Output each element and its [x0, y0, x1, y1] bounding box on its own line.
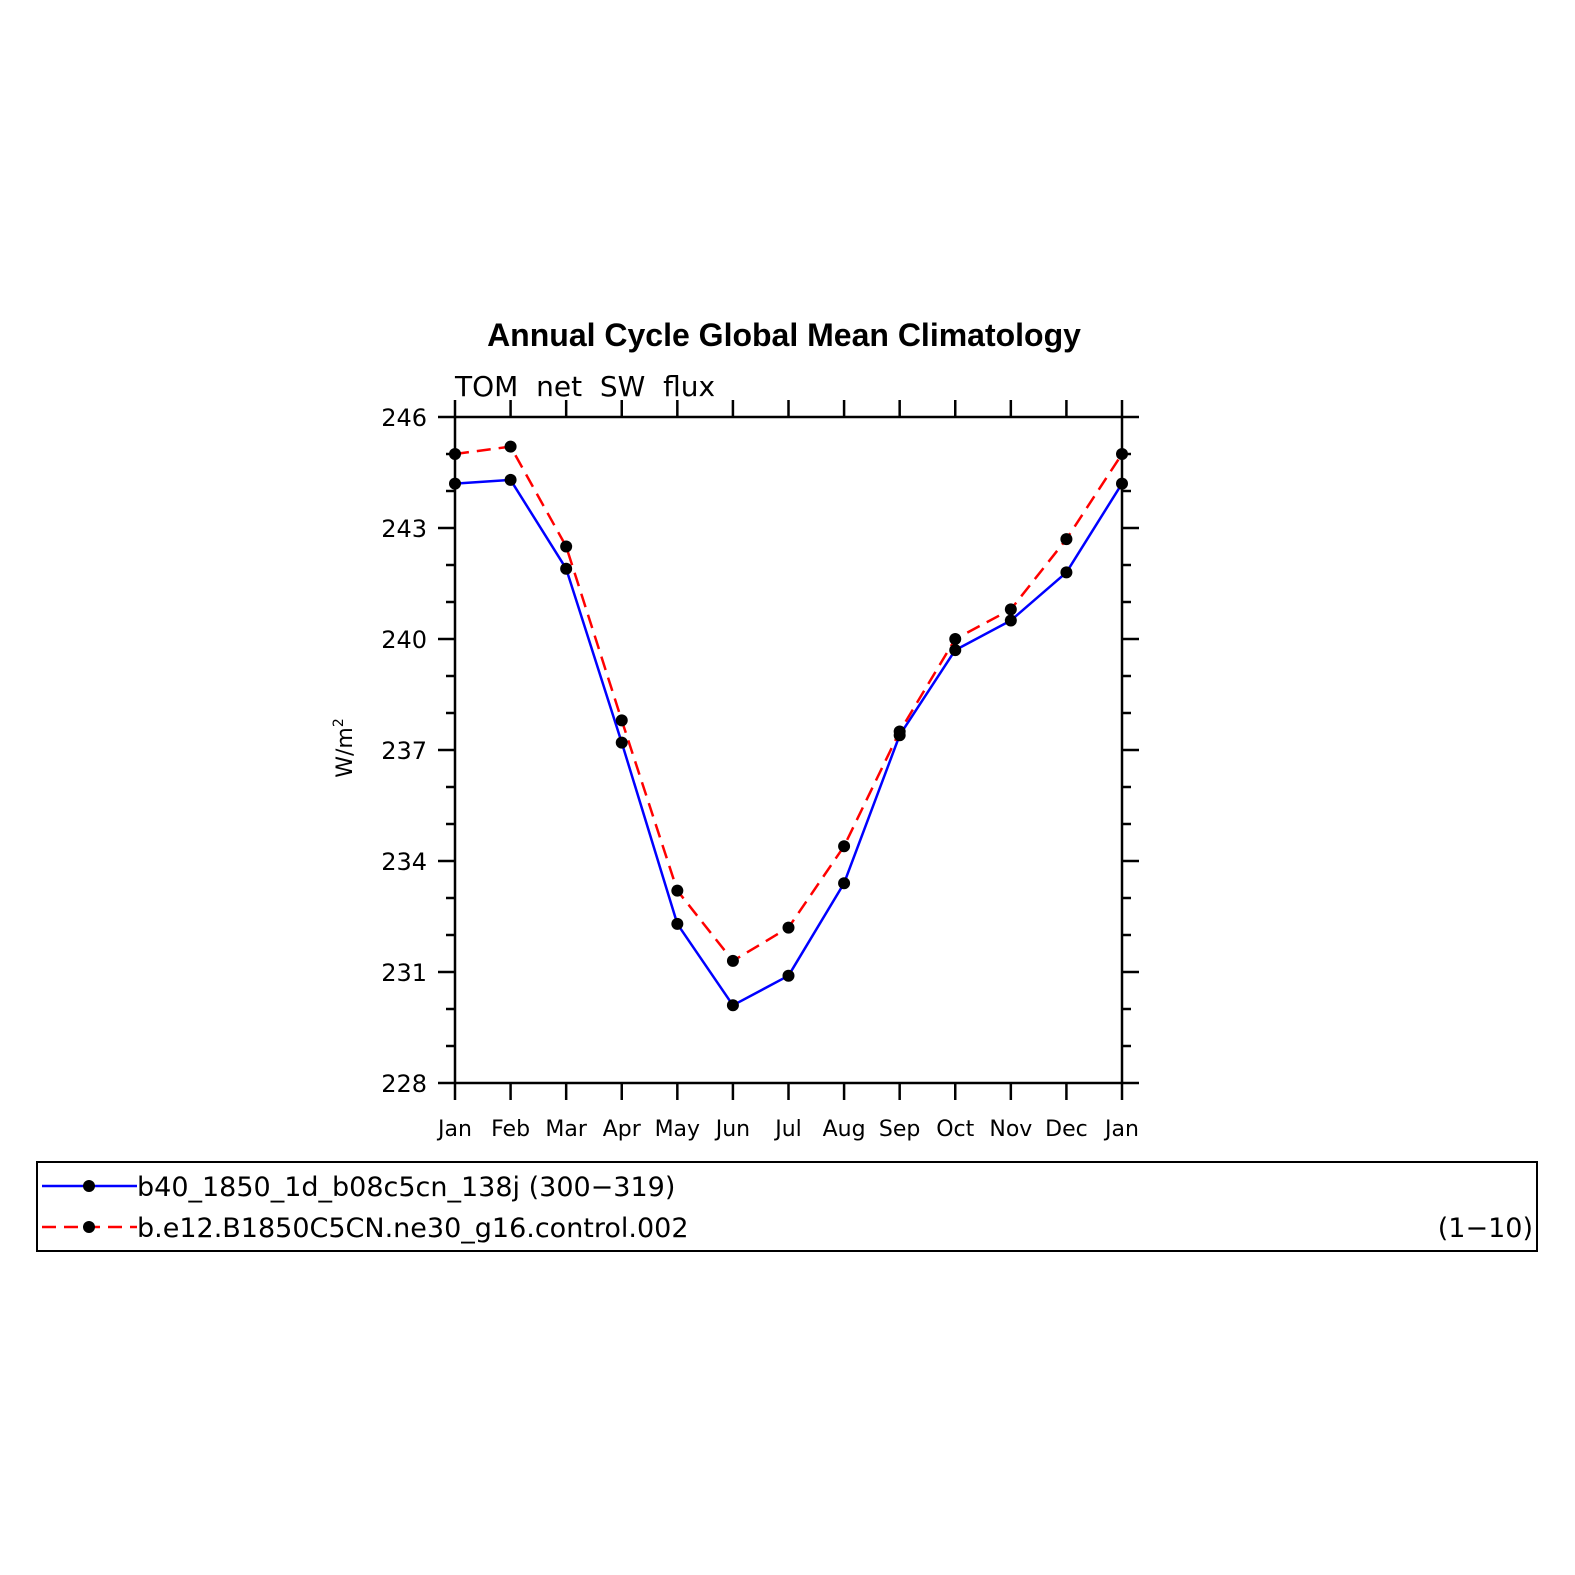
series-1-point — [949, 644, 962, 657]
series-markers — [449, 440, 1128, 1012]
x-tick-label: Feb — [491, 1117, 530, 1142]
plot-frame — [453, 415, 1124, 1085]
y-tick-label: 240 — [381, 626, 427, 654]
series-2-point — [782, 921, 795, 934]
y-tick-labels: 228 231 234 237 240 243 246 — [381, 404, 427, 1098]
legend-marker-series-1 — [83, 1180, 95, 1192]
series-1-point — [1060, 566, 1073, 579]
series-lines — [454, 445, 1124, 1007]
series-1-point — [782, 969, 795, 982]
x-tick-label: Mar — [545, 1117, 587, 1142]
legend: b40_1850_1d_b08c5cn_138j (300−319) b.e12… — [36, 1161, 1538, 1252]
y-tick-label: 234 — [381, 848, 427, 876]
series-1-point — [726, 999, 739, 1012]
legend-marker-series-2 — [83, 1221, 95, 1233]
x-tick-label: May — [655, 1117, 700, 1142]
series-1-point — [560, 562, 573, 575]
series-2-point — [893, 725, 906, 738]
series-2-point — [449, 448, 461, 460]
series-2-point — [671, 884, 684, 897]
y-tick-label: 237 — [381, 737, 427, 765]
legend-box — [36, 1161, 1538, 1252]
series-line-2 — [454, 445, 1124, 963]
series-2-point — [504, 440, 517, 453]
series-2-point — [838, 840, 851, 853]
series-2-point — [1116, 448, 1128, 460]
series-1-point — [615, 736, 628, 749]
y-axis-label-superscript: 2 — [331, 718, 347, 727]
x-tick-label: Oct — [936, 1117, 974, 1142]
x-tick-label: Dec — [1045, 1117, 1088, 1142]
series-2-point — [615, 714, 628, 727]
x-tick-label: Aug — [823, 1117, 866, 1142]
series-2-point — [1060, 533, 1073, 546]
series-2-point — [560, 540, 573, 553]
series-1-point — [504, 473, 517, 486]
x-tick-label: Jan — [1103, 1117, 1139, 1142]
y-axis-label: W/m2 — [331, 718, 358, 778]
legend-label-series-1: b40_1850_1d_b08c5cn_138j (300−319) — [137, 1172, 675, 1203]
series-1-point — [1116, 477, 1128, 490]
x-tick-label: Apr — [603, 1117, 642, 1142]
x-tick-label: Jan — [436, 1117, 472, 1142]
x-tick-label: Jun — [714, 1117, 750, 1142]
legend-note: (1−10) — [1438, 1213, 1533, 1244]
series-2-point — [949, 633, 962, 645]
x-tick-label: Nov — [989, 1117, 1032, 1142]
y-tick-label: 243 — [381, 515, 427, 543]
legend-label-series-2: b.e12.B1850C5CN.ne30_g16.control.002 — [137, 1213, 689, 1244]
chart-subtitle: TOM net SW flux — [454, 370, 715, 403]
series-1-point — [449, 477, 461, 490]
x-tick-label: Sep — [879, 1117, 920, 1142]
series-2-point — [1004, 603, 1017, 616]
y-tick-label: 231 — [381, 959, 427, 987]
series-1-point — [671, 917, 684, 930]
y-tick-label: 228 — [381, 1070, 427, 1098]
chart-title: Annual Cycle Global Mean Climatology — [487, 317, 1081, 353]
series-1-point — [1004, 614, 1017, 627]
svg-text:W/m2: W/m2 — [331, 718, 358, 778]
y-axis-label-text: W/m — [333, 727, 358, 778]
x-tick-labels: Jan Feb Mar Apr May Jun Jul Aug Sep Oct Nov Dec Jan — [436, 1117, 1139, 1142]
x-tick-label: Jul — [773, 1117, 802, 1142]
series-2-point — [726, 954, 739, 967]
y-tick-label: 246 — [381, 404, 427, 432]
series-1-point — [838, 877, 851, 890]
